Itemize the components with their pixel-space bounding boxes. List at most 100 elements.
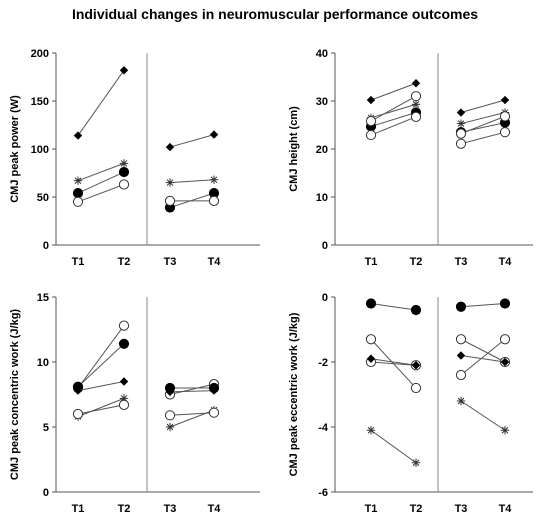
x-tick-label: T2 [410, 503, 423, 515]
series-line [460, 400, 506, 431]
marker-open-circle [365, 116, 377, 127]
series-1 [366, 79, 510, 117]
y-tick-label: -4 [318, 422, 329, 434]
series-line [169, 134, 215, 148]
marker-diamond [411, 361, 421, 370]
x-tick-label: T4 [499, 503, 513, 515]
x-tick-label: T1 [365, 256, 378, 268]
series-line [169, 179, 215, 184]
y-tick-label: 0 [322, 240, 328, 252]
marker-diamond [366, 354, 376, 363]
x-tick-label: T3 [164, 256, 177, 268]
y-tick-label: 15 [37, 292, 49, 304]
marker-open-circle [365, 334, 377, 345]
x-tick-label: T2 [410, 256, 423, 268]
y-tick-label: 150 [31, 96, 49, 108]
y-axis-label: CMJ peak concentric work (J/kg) [9, 309, 21, 480]
marker-diamond [119, 66, 129, 75]
series-2 [365, 334, 511, 394]
marker-diamond [456, 351, 466, 360]
series-4 [365, 91, 511, 139]
series-4 [72, 179, 220, 207]
marker-asterisk [366, 426, 376, 435]
series-line [77, 325, 125, 389]
marker-asterisk [165, 422, 175, 432]
marker-diamond [500, 95, 510, 105]
marker-open-circle [72, 196, 84, 207]
y-tick-label: 10 [316, 192, 328, 204]
marker-open-circle [118, 399, 130, 410]
series-5 [366, 396, 510, 467]
y-tick-label: -6 [318, 487, 328, 499]
marker-diamond [209, 130, 219, 139]
figure-title: Individual changes in neuromuscular perf… [71, 6, 479, 22]
marker-filled-circle [118, 338, 130, 349]
marker-filled-circle [118, 166, 130, 178]
x-tick-label: T1 [72, 503, 85, 515]
series-line [77, 397, 125, 418]
series-3 [73, 377, 219, 397]
marker-diamond [73, 131, 83, 140]
series-line [169, 412, 215, 416]
series-1 [365, 298, 511, 316]
marker-asterisk [456, 119, 466, 128]
series-line [370, 112, 417, 127]
marker-open-circle [208, 195, 220, 206]
marker-filled-circle [72, 188, 84, 199]
y-tick-label: 5 [43, 422, 49, 434]
marker-diamond [119, 377, 129, 386]
x-tick-label: T2 [118, 256, 131, 268]
y-tick-label: 40 [316, 48, 328, 60]
chart-panel-3: 0 5 10 15 T1 T2 T3 T4 CMJ peak concentric work (… [9, 292, 260, 515]
marker-asterisk [411, 458, 421, 467]
marker-open-circle [410, 382, 422, 394]
y-tick-label: 100 [31, 144, 49, 156]
y-tick-label: -2 [318, 357, 328, 369]
marker-diamond [73, 386, 83, 395]
y-tick-label: 10 [37, 357, 49, 369]
x-tick-label: T1 [72, 256, 85, 268]
marker-open-circle [455, 128, 467, 139]
marker-diamond [366, 95, 376, 105]
marker-open-circle [164, 410, 176, 421]
series-line [460, 338, 506, 376]
series-2 [72, 338, 220, 394]
series-4 [366, 351, 510, 370]
marker-asterisk [209, 175, 219, 184]
marker-open-circle [208, 407, 220, 418]
series-1 [73, 66, 219, 152]
y-tick-label: 30 [316, 96, 328, 108]
y-axis-label: CMJ height (cm) [288, 106, 300, 192]
series-line [169, 383, 215, 395]
series-line [370, 116, 417, 136]
marker-open-circle [365, 129, 377, 141]
marker-diamond [500, 357, 510, 367]
series-line [460, 131, 506, 145]
marker-open-circle [118, 320, 130, 331]
series-line [370, 303, 417, 311]
marker-open-circle [455, 369, 467, 381]
series-line [370, 95, 417, 122]
x-tick-label: T3 [455, 503, 468, 515]
x-tick-label: T3 [164, 503, 177, 515]
series-line [77, 171, 125, 194]
marker-open-circle [455, 334, 467, 345]
marker-asterisk [73, 176, 83, 185]
series-line [77, 404, 125, 415]
y-axis-label: CMJ peak power (W) [9, 95, 21, 203]
x-tick-label: T2 [118, 503, 131, 515]
series-line [460, 303, 506, 308]
x-tick-label: T4 [208, 503, 222, 515]
series-2 [73, 159, 219, 187]
marker-asterisk [119, 159, 129, 168]
y-tick-label: 0 [322, 292, 328, 304]
series-5 [72, 399, 220, 421]
marker-open-circle [72, 408, 84, 420]
x-tick-label: T4 [208, 256, 222, 268]
marker-asterisk [456, 396, 466, 406]
marker-open-circle [118, 179, 130, 190]
series-line [370, 103, 417, 119]
marker-diamond [411, 79, 421, 88]
series-line [460, 115, 506, 135]
